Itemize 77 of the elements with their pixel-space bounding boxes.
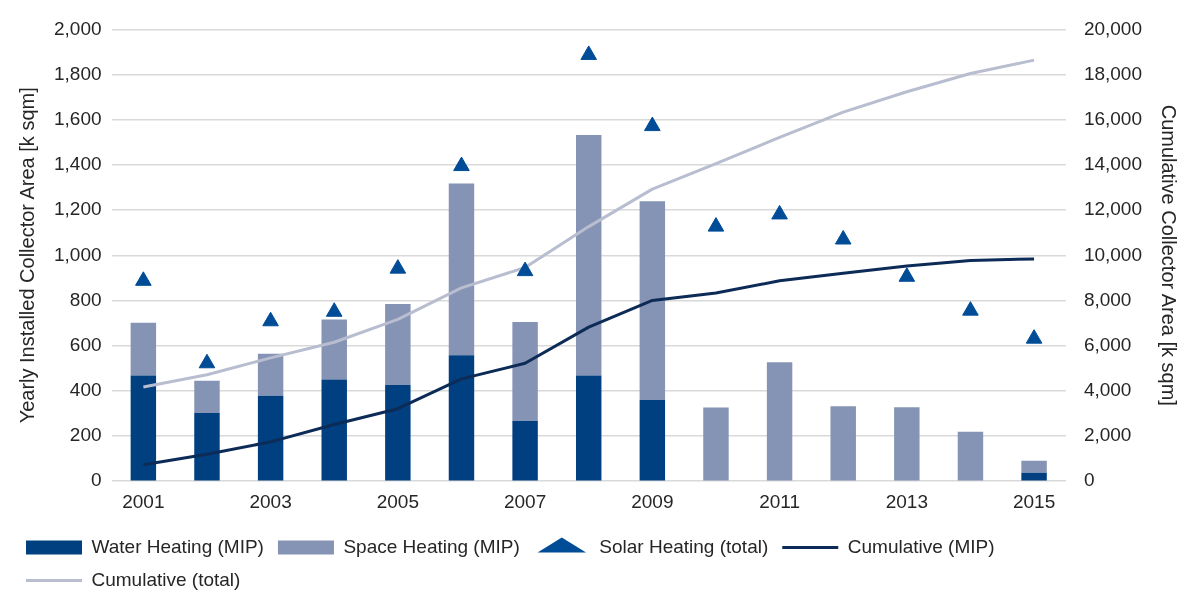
x-tick-label: 2001 — [122, 490, 165, 512]
x-tick-label: 2009 — [631, 490, 674, 512]
bar — [512, 321, 538, 421]
y-tick-label: 600 — [69, 333, 102, 355]
y-tick-label: 1,200 — [54, 198, 102, 220]
y-tick-label: 400 — [69, 379, 102, 401]
x-tick-label: 2005 — [376, 490, 419, 512]
y2-tick-label: 0 — [1083, 469, 1095, 491]
y-tick-label: 0 — [90, 469, 102, 491]
bar — [894, 407, 920, 481]
point — [198, 353, 216, 369]
bar — [321, 319, 347, 380]
x-tick-label: 2015 — [1012, 490, 1056, 512]
bar — [575, 135, 602, 376]
y2-axis-title: Cumulative Collector Area [k sqm] — [1158, 104, 1181, 406]
point — [580, 45, 598, 60]
y-tick-label: 200 — [69, 424, 102, 446]
legend-label: Cumulative (MIP) — [847, 535, 995, 557]
point — [771, 204, 788, 220]
legend-label: Space Heating (MIP) — [343, 535, 520, 557]
point — [516, 261, 534, 277]
y2-tick-label: 14,000 — [1083, 153, 1143, 175]
bar — [639, 201, 666, 400]
bar — [575, 375, 602, 481]
point — [135, 271, 152, 286]
bar — [194, 380, 220, 413]
y2-tick-label: 6,000 — [1083, 333, 1132, 355]
bar — [957, 431, 984, 481]
point — [962, 301, 979, 316]
bar — [1021, 472, 1047, 481]
y-tick-label: 1,000 — [54, 243, 102, 265]
y2-tick-label: 16,000 — [1083, 107, 1143, 129]
bar — [385, 304, 411, 385]
y-tick-label: 1,400 — [54, 153, 102, 175]
x-tick-label: 2011 — [759, 490, 801, 512]
y2-tick-label: 12,000 — [1083, 198, 1143, 220]
y2-tick-label: 10,000 — [1083, 243, 1143, 265]
bar — [257, 353, 284, 396]
point — [453, 156, 470, 172]
y-axis-title: Yearly Installed Collector Area [k sqm] — [15, 87, 38, 424]
point — [1025, 329, 1043, 344]
bar — [512, 420, 538, 481]
bar — [830, 406, 856, 481]
bar — [448, 355, 475, 481]
legend-label: Solar Heating (total) — [599, 535, 769, 557]
y2-tick-label: 8,000 — [1083, 288, 1132, 310]
y-tick-label: 1,600 — [54, 107, 102, 129]
point — [834, 229, 852, 245]
bar — [130, 322, 157, 376]
y-tick-label: 800 — [69, 288, 102, 310]
point — [644, 116, 661, 132]
bar — [766, 362, 793, 481]
bar — [703, 407, 729, 481]
x-tick-label: 2007 — [503, 490, 547, 512]
bar — [194, 412, 220, 481]
x-tick-label: 2013 — [885, 490, 928, 512]
x-tick-label: 2003 — [249, 490, 292, 512]
y2-tick-label: 2,000 — [1083, 424, 1132, 446]
point — [389, 259, 407, 274]
y2-tick-label: 18,000 — [1083, 62, 1143, 84]
y2-tick-label: 20,000 — [1083, 17, 1143, 39]
bar — [1021, 460, 1047, 473]
legend-label: Cumulative (total) — [91, 568, 241, 590]
point — [898, 267, 916, 282]
bar — [321, 379, 347, 481]
bar — [639, 399, 666, 481]
bar — [448, 183, 475, 356]
point — [325, 302, 343, 317]
legend-label: Water Heating (MIP) — [91, 535, 264, 557]
point — [262, 311, 279, 327]
y-tick-label: 2,000 — [54, 17, 102, 39]
y2-tick-label: 4,000 — [1083, 379, 1132, 401]
point — [707, 217, 725, 232]
bar — [385, 384, 411, 481]
y-tick-label: 1,800 — [54, 62, 102, 84]
bar — [257, 395, 284, 481]
bar — [130, 375, 157, 481]
